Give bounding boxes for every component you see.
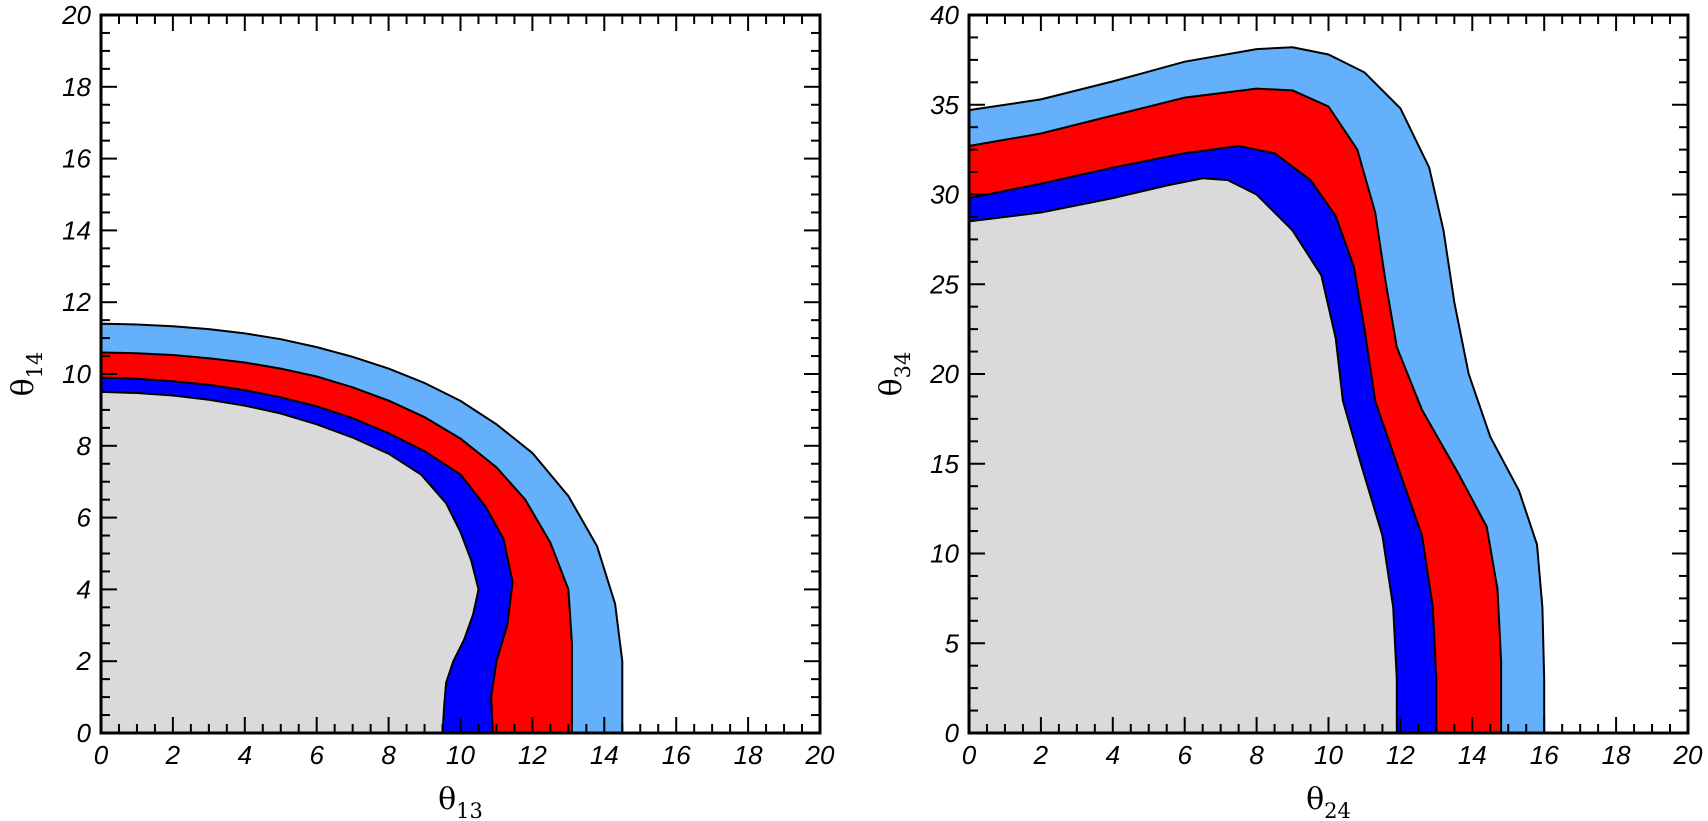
x-tick-label: 8 bbox=[381, 740, 396, 770]
x-tick-label: 18 bbox=[1602, 740, 1631, 770]
x-axis-label-subscript: 13 bbox=[456, 799, 483, 821]
x-tick-label: 18 bbox=[734, 740, 763, 770]
contour-region-3 bbox=[968, 177, 1398, 734]
x-tick-label: 12 bbox=[518, 740, 547, 770]
contour-region-3 bbox=[100, 390, 480, 734]
y-tick-label: 6 bbox=[77, 503, 92, 533]
y-axis-label-symbol: θ bbox=[874, 378, 909, 396]
y-tick-label: 10 bbox=[930, 539, 959, 569]
x-tick-label: 8 bbox=[1249, 740, 1264, 770]
x-axis-label-symbol: θ bbox=[1306, 782, 1324, 817]
x-tick-label: 16 bbox=[662, 740, 691, 770]
y-tick-label: 8 bbox=[77, 431, 92, 461]
y-tick-label: 4 bbox=[77, 574, 91, 604]
y-axis-label: θ34 bbox=[874, 352, 915, 397]
x-tick-label: 10 bbox=[1314, 740, 1343, 770]
y-tick-label: 20 bbox=[61, 0, 91, 30]
y-tick-label: 0 bbox=[77, 718, 92, 748]
y-tick-label: 18 bbox=[62, 72, 91, 102]
y-tick-label: 25 bbox=[929, 269, 959, 299]
y-tick-label: 12 bbox=[62, 287, 91, 317]
y-tick-label: 35 bbox=[930, 90, 959, 120]
x-tick-label: 20 bbox=[805, 740, 835, 770]
x-tick-label: 4 bbox=[1106, 740, 1120, 770]
y-tick-label: 2 bbox=[76, 646, 92, 676]
y-tick-label: 30 bbox=[930, 180, 959, 210]
y-axis-label: θ14 bbox=[6, 352, 47, 397]
y-tick-label: 20 bbox=[929, 359, 959, 389]
x-tick-label: 0 bbox=[94, 740, 109, 770]
x-axis-label: θ24 bbox=[1306, 782, 1351, 821]
y-tick-label: 16 bbox=[62, 144, 91, 174]
x-tick-label: 6 bbox=[1177, 740, 1192, 770]
y-tick-label: 15 bbox=[930, 449, 959, 479]
y-axis-label-subscript: 14 bbox=[23, 352, 47, 379]
x-tick-label: 16 bbox=[1530, 740, 1559, 770]
y-axis-label-symbol: θ bbox=[6, 378, 41, 396]
x-tick-label: 6 bbox=[309, 740, 324, 770]
x-tick-label: 14 bbox=[590, 740, 619, 770]
x-tick-label: 20 bbox=[1673, 740, 1703, 770]
y-axis-label-subscript: 34 bbox=[891, 352, 915, 379]
x-tick-label: 14 bbox=[1458, 740, 1487, 770]
x-tick-label: 12 bbox=[1386, 740, 1415, 770]
y-tick-label: 0 bbox=[945, 718, 960, 748]
x-axis-label: θ13 bbox=[438, 782, 483, 821]
x-tick-label: 4 bbox=[238, 740, 252, 770]
x-tick-label: 10 bbox=[446, 740, 475, 770]
x-tick-label: 2 bbox=[165, 740, 181, 770]
y-tick-label: 10 bbox=[62, 359, 91, 389]
y-tick-label: 14 bbox=[62, 215, 91, 245]
x-axis-label-subscript: 24 bbox=[1324, 799, 1351, 821]
x-axis-label-symbol: θ bbox=[438, 782, 456, 817]
x-tick-label: 2 bbox=[1033, 740, 1049, 770]
y-tick-label: 40 bbox=[930, 0, 959, 30]
y-tick-label: 5 bbox=[945, 628, 960, 658]
x-tick-label: 0 bbox=[962, 740, 977, 770]
